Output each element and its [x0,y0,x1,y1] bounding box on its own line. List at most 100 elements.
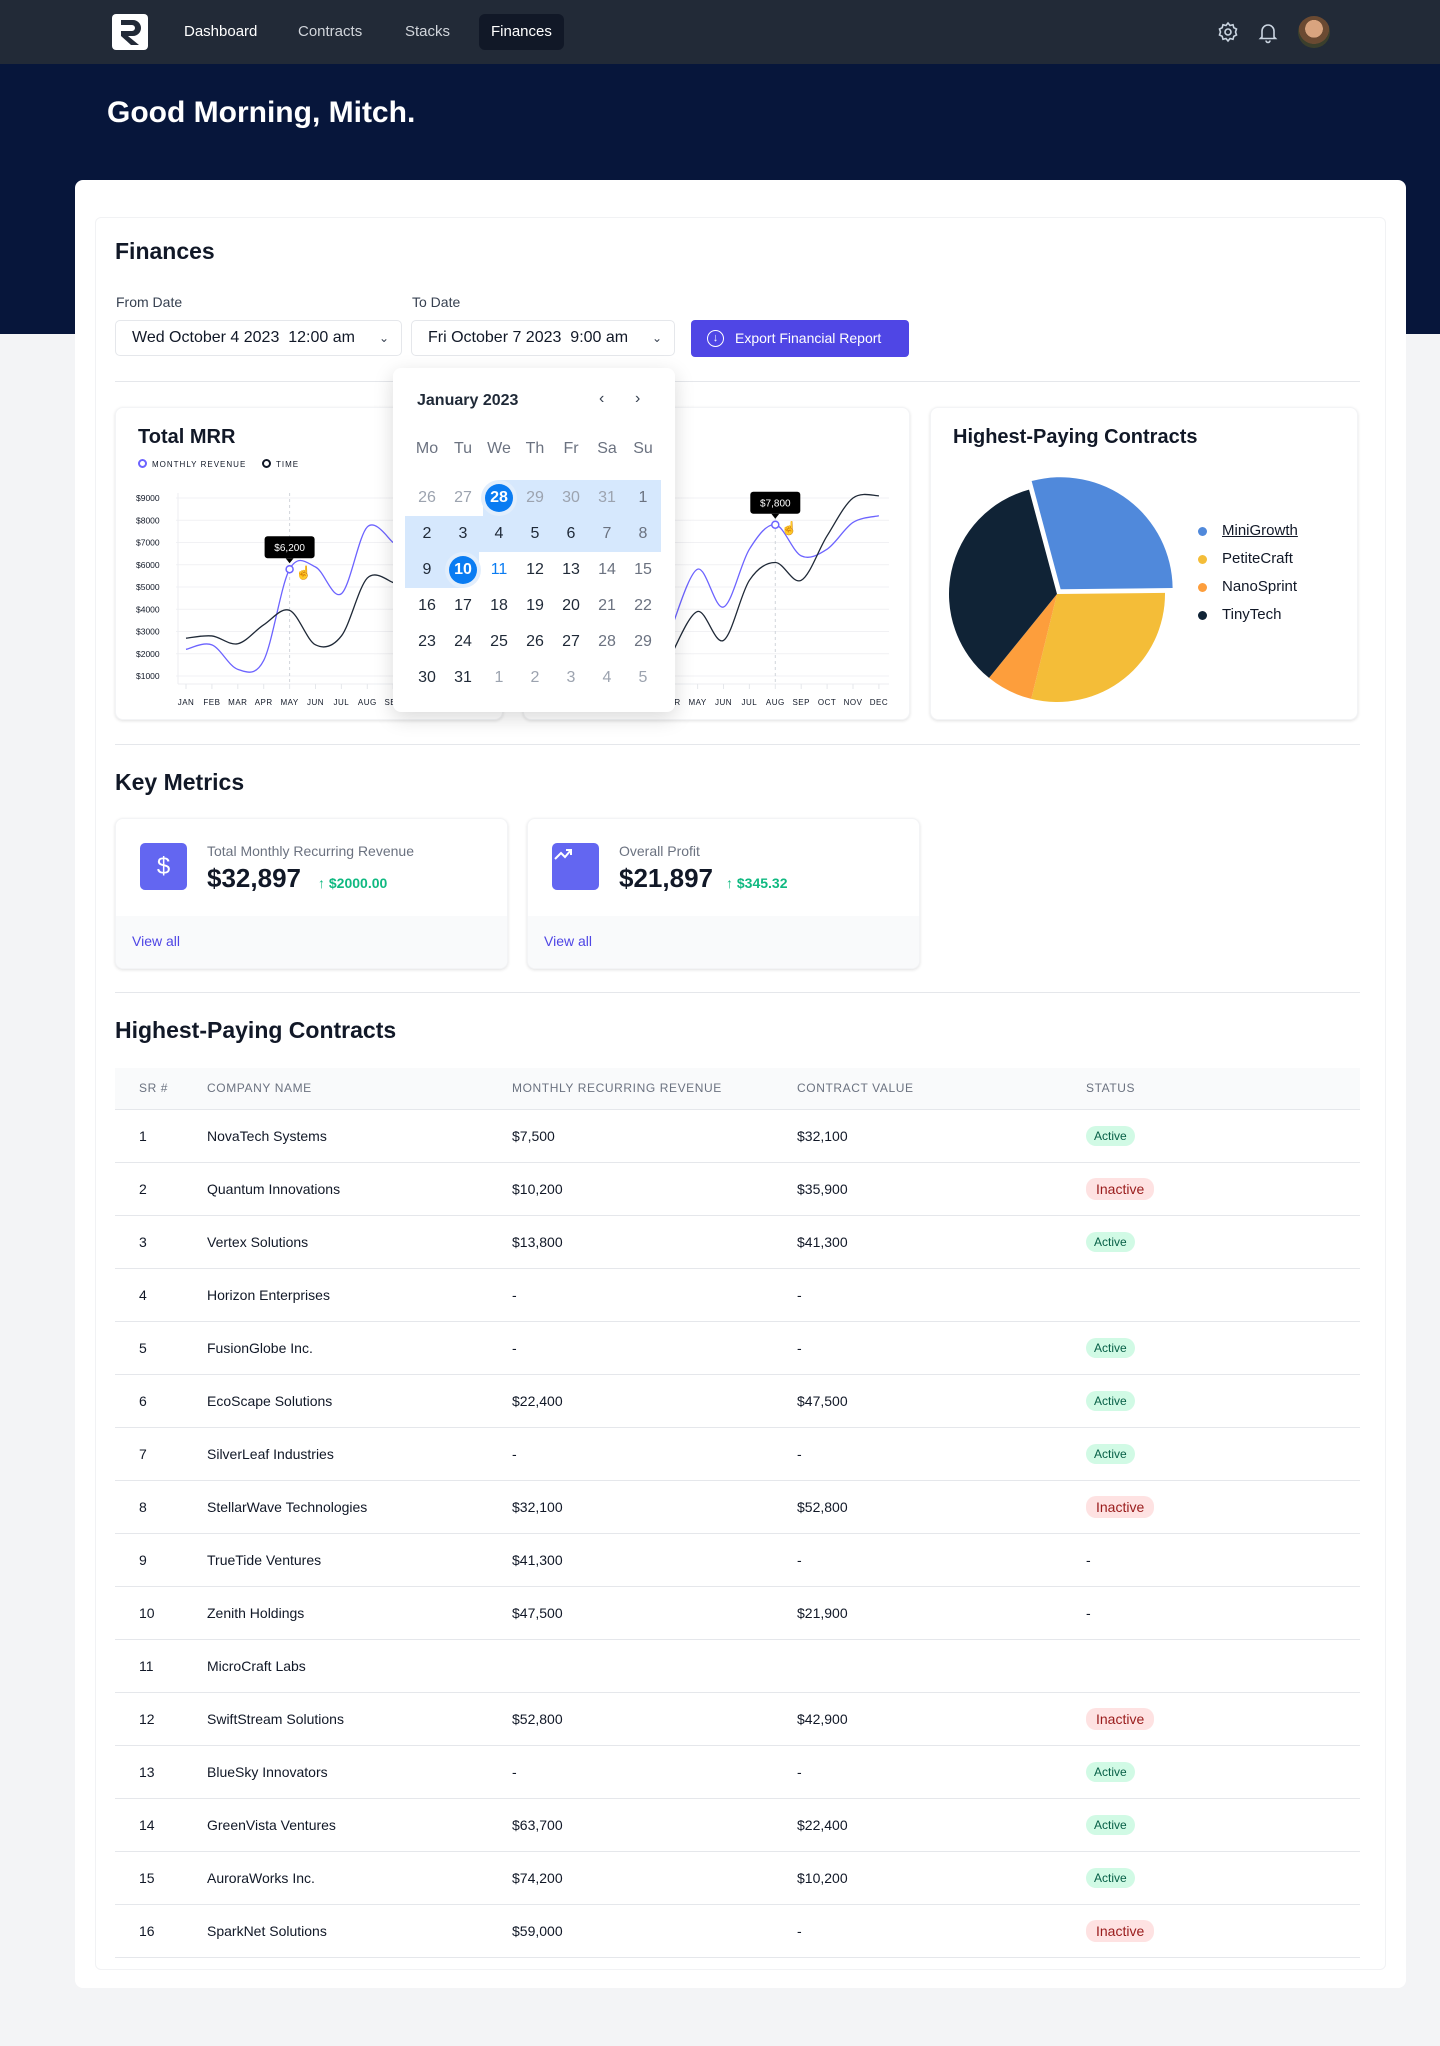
table-row[interactable]: 5 FusionGlobe Inc. - - Active [115,1321,1360,1375]
table-row[interactable]: 9 TrueTide Ventures $41,300- - [115,1533,1360,1587]
hand-cursor-icon: ☝ [781,520,797,537]
table-row[interactable]: 14 GreenVista Ventures $63,700 $22,400 Activ… [115,1798,1360,1852]
calendar-day[interactable]: 28 [598,633,616,650]
logo[interactable] [112,14,148,50]
calendar-day[interactable]: 4 [602,669,612,686]
calendar-day[interactable]: 15 [634,561,652,578]
calendar-day[interactable]: 29 [634,633,652,650]
chart-title: Highest-Paying Contracts [953,426,1198,448]
pie-legend-item[interactable]: PetiteCraft [1198,550,1293,567]
table-row[interactable]: 1 NovaTech Systems $7,500 $32,100 Active [115,1109,1360,1163]
calendar-day[interactable]: 5 [638,669,648,686]
calendar-day[interactable]: 30 [562,489,580,506]
table-row[interactable]: 16 SparkNet Solutions $59,000- Inactive [115,1904,1360,1958]
pie-slice-nanosprint[interactable] [989,594,1057,699]
calendar-day[interactable]: 26 [526,633,544,650]
calendar-day[interactable]: 27 [454,489,472,506]
table-row[interactable]: 2 Quantum Innovations $10,200 $35,900 Inacti… [115,1162,1360,1216]
nav-finances[interactable]: Finances [479,14,564,50]
calendar-day[interactable]: 16 [418,597,436,614]
table-cell [1086,1268,1360,1322]
table-cell: - [1086,1586,1360,1640]
status-badge: Inactive [1086,1707,1155,1730]
calendar-day[interactable]: 20 [562,597,580,614]
table-row[interactable]: 10 Zenith Holdings $47,500 $21,900- [115,1586,1360,1640]
to-date-select[interactable]: Fri October 7 2023 9:00 am ⌄ [411,320,675,356]
calendar-day[interactable]: 29 [526,489,544,506]
calendar-day[interactable]: 12 [526,561,544,578]
calendar-day[interactable]: 14 [598,561,616,578]
legend-marker [1198,555,1207,564]
column-header: SR # [115,1068,207,1110]
table-row[interactable]: 4 Horizon Enterprises - - [115,1268,1360,1322]
hand-cursor-icon: ☝ [296,564,312,581]
table-row[interactable]: 8 StellarWave Technologies $32,100 $52,800 I… [115,1480,1360,1534]
nav-dashboard[interactable]: Dashboard [184,23,258,40]
calendar-day[interactable]: 7 [602,525,612,542]
prev-month-button[interactable]: ‹ [599,390,605,407]
to-date-label: To Date [412,294,461,310]
table-cell: Active [1086,1851,1360,1905]
calendar-day[interactable]: 3 [458,525,468,542]
calendar-day[interactable]: 2 [530,669,540,686]
calendar-day[interactable]: 30 [418,669,436,686]
calendar-day[interactable]: 13 [562,561,580,578]
from-date-select[interactable]: Wed October 4 2023 12:00 am ⌄ [115,320,402,356]
export-report-button[interactable]: ↓ Export Financial Report [691,320,909,357]
calendar-day[interactable]: 27 [562,633,580,650]
pie-legend-item[interactable]: MiniGrowth [1198,522,1298,539]
pie-slice-petitecraft[interactable] [1031,592,1165,702]
view-all-link[interactable]: View all [132,933,180,949]
x-tick-label: JUN [307,698,324,707]
calendar-day[interactable]: 3 [566,669,576,686]
pie-legend-item[interactable]: NanoSprint [1198,578,1297,595]
nav-contracts[interactable]: Contracts [298,23,363,40]
calendar-day[interactable]: 31 [454,669,472,686]
calendar-day[interactable]: 2 [422,525,432,542]
table-cell: $52,800 [797,1480,1086,1534]
pie-legend-item[interactable]: TinyTech [1198,606,1281,623]
calendar-day[interactable]: 31 [598,489,616,506]
calendar-day[interactable]: 19 [526,597,544,614]
table-row[interactable]: 13 BlueSky Innovators - - Active [115,1745,1360,1799]
table-row[interactable]: 15 AuroraWorks Inc. $74,200 $10,200 Active [115,1851,1360,1905]
calendar-day[interactable]: 6 [566,525,576,542]
gear-icon[interactable] [1216,20,1240,44]
calendar-day[interactable]: 28 [481,480,517,516]
calendar-day[interactable]: 1 [494,669,504,686]
weekday-label: Mo [415,440,439,457]
pie-slice-tinytech[interactable] [949,489,1057,678]
x-tick-label: MAY [688,698,706,707]
pie-slice-minigrowth[interactable] [1031,477,1173,590]
calendar-day[interactable]: 18 [490,597,508,614]
hover-point[interactable] [285,564,294,574]
avatar[interactable] [1298,16,1330,48]
table-row[interactable]: 12 SwiftStream Solutions $52,800 $42,900 Ina… [115,1692,1360,1746]
calendar-day[interactable]: 8 [638,525,648,542]
table-row[interactable]: 11 MicroCraft Labs [115,1639,1360,1693]
table-row[interactable]: 6 EcoScape Solutions $22,400 $47,500 Active [115,1374,1360,1428]
table-cell: 10 [115,1586,207,1640]
calendar-day[interactable]: 22 [634,597,652,614]
tooltip-label: $6,200 [274,543,305,554]
calendar-day[interactable]: 25 [490,633,508,650]
calendar-day[interactable]: 24 [454,633,472,650]
calendar-day[interactable]: 17 [454,597,472,614]
calendar-day[interactable]: 23 [418,633,436,650]
view-all-link[interactable]: View all [544,933,592,949]
calendar-day[interactable]: 10 [445,552,481,588]
calendar-day[interactable]: 26 [418,489,436,506]
calendar-day[interactable]: 9 [422,561,432,578]
bell-icon[interactable] [1256,20,1280,44]
calendar-day[interactable]: 11 [490,561,508,578]
table-row[interactable]: 7 SilverLeaf Industries - - Active [115,1427,1360,1481]
calendar-day[interactable]: 1 [638,489,648,506]
table-row[interactable]: 3 Vertex Solutions $13,800 $41,300 Active [115,1215,1360,1269]
nav-stacks[interactable]: Stacks [405,23,451,40]
table-cell: 3 [115,1215,207,1269]
calendar-day[interactable]: 5 [530,525,540,542]
calendar-day[interactable]: 4 [494,525,504,542]
next-month-button[interactable]: › [635,390,641,407]
calendar-day[interactable]: 21 [598,597,616,614]
hover-point[interactable] [771,520,780,529]
